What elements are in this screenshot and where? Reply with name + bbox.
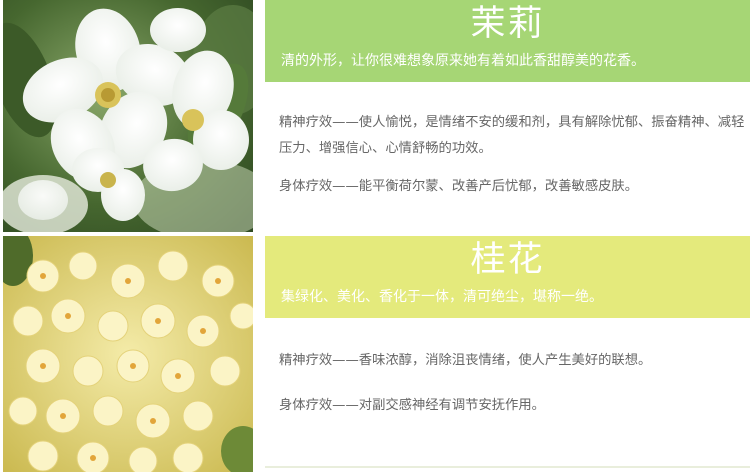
jasmine-banner: 茉莉 清的外形，让你很难想象原来她有着如此香甜醇美的花香。 [265,0,750,82]
osmanthus-subtitle: 集绿化、美化、香化于一体，清可绝尘，堪称一绝。 [281,289,603,305]
osmanthus-photo [3,236,253,472]
jasmine-effect-mental: 精神疗效——使人愉悦，是情绪不安的缓和剂，具有解除忧郁、振奋精神、减轻压力、增强… [279,115,745,156]
osmanthus-effect-mental: 精神疗效——香味浓醇，消除沮丧情绪，使人产生美好的联想。 [279,353,652,368]
jasmine-effect-body: 身体疗效——能平衡荷尔蒙、改善产后忧郁，改善敏感皮肤。 [279,179,639,194]
jasmine-flower-icon [22,8,191,182]
osmanthus-title: 桂花 [470,240,545,280]
jasmine-title: 茉莉 [470,4,545,44]
osmanthus-banner: 桂花 集绿化、美化、香化于一体，清可绝尘，堪称一绝。 [265,236,750,318]
osmanthus-flower-icon [8,250,253,472]
divider [265,466,750,468]
jasmine-photo [3,0,253,232]
osmanthus-effect-body: 身体疗效——对副交感神经有调节安抚作用。 [279,398,545,413]
jasmine-subtitle: 清的外形，让你很难想象原来她有着如此香甜醇美的花香。 [281,53,645,69]
